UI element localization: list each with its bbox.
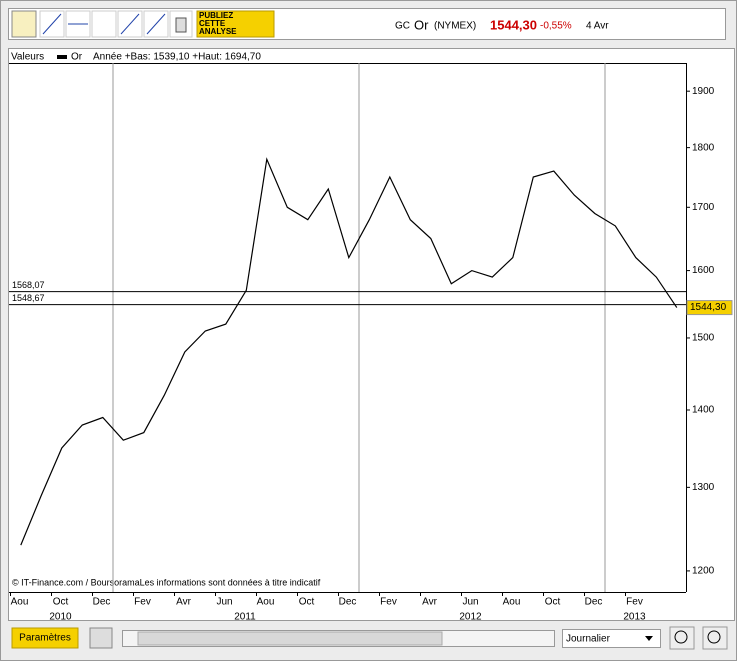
x-tick-label: Oct <box>53 597 69 608</box>
instrument-name: Or <box>414 17 429 32</box>
reference-label: 1548,67 <box>12 293 45 303</box>
tool-icons <box>11 10 275 38</box>
dropdown-arrow <box>645 636 653 641</box>
x-tick-label: Aou <box>257 597 275 608</box>
y-tick-label: 1900 <box>692 86 715 97</box>
x-tick-label: Fev <box>134 597 151 608</box>
x-tick-label: Aou <box>503 597 521 608</box>
period-label: Journalier <box>566 634 611 645</box>
publish-text: PUBLIEZ CETTE ANALYSE <box>199 12 237 36</box>
last-value-label: 1544,30 <box>690 302 727 313</box>
y-tick-label: 1500 <box>692 333 715 344</box>
x-tick-label: Fev <box>380 597 397 608</box>
x-tick-label: Aou <box>11 597 29 608</box>
tool-fibo[interactable] <box>91 10 117 38</box>
tool-zoom[interactable] <box>11 10 37 38</box>
settings-button[interactable] <box>11 627 79 649</box>
icon <box>674 630 688 644</box>
y-tick-label: 1600 <box>692 265 715 276</box>
publish-text-box: PUBLIEZ CETTE ANALYSE <box>199 12 237 36</box>
y-tick-label: 1400 <box>692 405 715 416</box>
change: -0,55% <box>540 21 572 32</box>
price-line <box>20 157 678 546</box>
x-tick-label: Jun <box>462 597 478 608</box>
icon <box>146 13 166 35</box>
year-label: 2010 <box>49 612 72 623</box>
x-tick-label: Oct <box>299 597 315 608</box>
market: (NYMEX) <box>434 21 476 32</box>
price: 1544,30 <box>490 17 537 32</box>
x-tick-label: Fev <box>626 597 643 608</box>
date: 4 Avr <box>586 21 609 32</box>
year-label: 2013 <box>623 612 646 623</box>
x-tick-label: Avr <box>176 597 191 608</box>
period-select[interactable] <box>562 629 661 648</box>
legend-series: Or <box>71 52 83 63</box>
year-label: 2011 <box>234 612 256 623</box>
y-tick-label: 1800 <box>692 142 715 153</box>
legend-stats: Année +Bas: 1539,10 +Haut: 1694,70 <box>93 52 261 63</box>
zoom-in[interactable] <box>702 626 728 650</box>
x-tick-label: Dec <box>339 597 357 608</box>
icon <box>175 17 187 33</box>
legend-swatch <box>57 55 67 59</box>
publish-button[interactable] <box>196 10 275 38</box>
zoom-out[interactable] <box>669 626 695 650</box>
x-tick-label: Dec <box>93 597 111 608</box>
icon <box>120 13 140 35</box>
icon <box>707 630 721 644</box>
y-tick-label: 1200 <box>692 566 715 577</box>
y-tick-label: 1700 <box>692 202 715 213</box>
settings-label: Paramètres <box>19 633 71 644</box>
x-tick-label: Jun <box>216 597 232 608</box>
x-tick-label: Oct <box>545 597 561 608</box>
icon <box>42 13 62 35</box>
legend-label: Valeurs <box>11 52 44 63</box>
y-tick-label: 1300 <box>692 482 715 493</box>
symbol: GC <box>395 21 410 32</box>
reference-label: 1568,07 <box>12 280 45 290</box>
scroll-thumb[interactable] <box>137 631 443 646</box>
source: © IT-Finance.com / BoursoramaLes informa… <box>12 577 321 587</box>
year-label: 2012 <box>459 612 482 623</box>
print-button[interactable] <box>89 627 113 649</box>
chart-panel <box>8 48 735 621</box>
last-value-box <box>686 300 733 316</box>
x-tick-label: Dec <box>585 597 603 608</box>
x-tick-label: Avr <box>422 597 437 608</box>
